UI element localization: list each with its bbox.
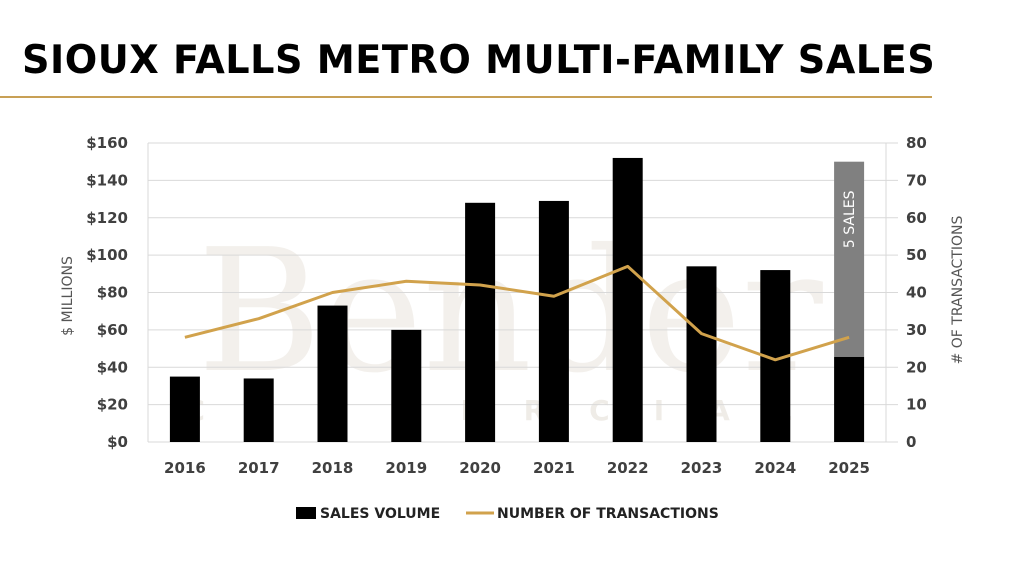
- legend-label-sales-volume: SALES VOLUME: [320, 506, 440, 522]
- y-axis-right-title: # OF TRANSACTIONS: [950, 216, 966, 365]
- title-divider: [0, 96, 932, 98]
- y-tick-right: 10: [906, 396, 927, 414]
- transactions-line: [184, 264, 850, 362]
- bar-2019: [391, 329, 422, 442]
- x-tick: 2020: [459, 459, 501, 477]
- page-title: SIOUX FALLS METRO MULTI-FAMILY SALES: [22, 38, 936, 83]
- y-tick-right: 70: [906, 171, 927, 189]
- y-tick-left: $40: [97, 358, 128, 376]
- x-tick: 2023: [681, 459, 723, 477]
- y-tick-right: 40: [906, 284, 927, 302]
- svg-text:Bender: Bender: [197, 213, 823, 411]
- legend-label-transactions: NUMBER OF TRANSACTIONS: [497, 506, 719, 522]
- y-tick-left: $60: [97, 321, 128, 339]
- y-tick-right: 50: [906, 246, 927, 264]
- y-tick-left: $140: [86, 171, 128, 189]
- bar-2020: [465, 202, 496, 442]
- x-tick: 2021: [533, 459, 575, 477]
- x-tick: 2017: [238, 459, 280, 477]
- y-tick-left: $80: [97, 284, 128, 302]
- bar-2021: [538, 200, 569, 442]
- annotation-5-sales: 5 SALES: [842, 190, 858, 248]
- legend: SALES VOLUME NUMBER OF TRANSACTIONS: [296, 506, 719, 522]
- svg-text:COMMERCIAL: COMMERCIAL: [184, 394, 835, 427]
- bar-2022: [612, 157, 643, 442]
- y-tick-left: $100: [86, 246, 128, 264]
- y-tick-left: $160: [86, 134, 128, 152]
- y-tick-right: 30: [906, 321, 927, 339]
- bar-2023: [686, 266, 717, 442]
- bar-2018: [317, 305, 348, 442]
- y-tick-left: $20: [97, 396, 128, 414]
- y-tick-left: $120: [86, 209, 128, 227]
- y-tick-right: 20: [906, 358, 927, 376]
- bar-2025: [834, 356, 865, 442]
- y-tick-right: 0: [906, 433, 916, 451]
- bar-2017: [243, 378, 274, 442]
- y-axis-left-title: $ MILLIONS: [60, 256, 76, 336]
- x-tick: 2019: [385, 459, 427, 477]
- legend-swatch-sales-volume: [296, 507, 316, 519]
- bar-2025-projected: [834, 161, 865, 357]
- x-tick: 2018: [312, 459, 354, 477]
- y-tick-right: 80: [906, 134, 927, 152]
- y-tick-right: 60: [906, 209, 927, 227]
- watermark-logo: Bender COMMERCIAL: [184, 213, 835, 427]
- y-tick-left: $0: [107, 433, 128, 451]
- bar-2016: [169, 376, 200, 442]
- x-tick: 2024: [754, 459, 796, 477]
- x-tick: 2016: [164, 459, 206, 477]
- x-tick: 2025: [828, 459, 870, 477]
- x-tick: 2022: [607, 459, 649, 477]
